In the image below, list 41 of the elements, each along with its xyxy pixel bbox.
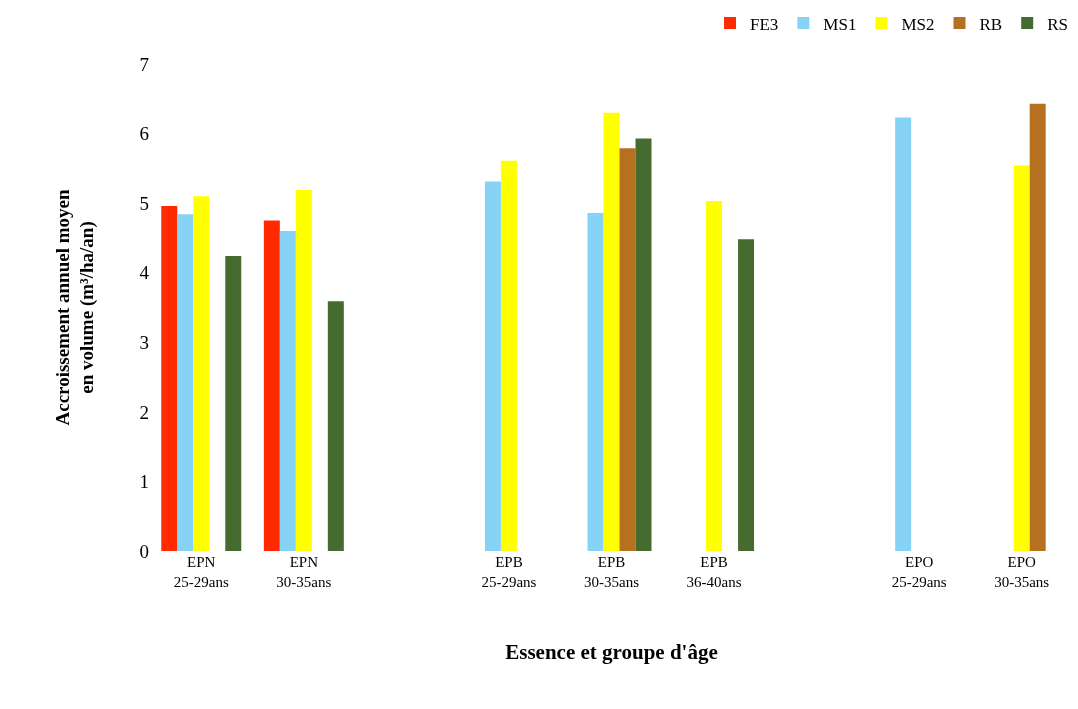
bar <box>327 301 344 551</box>
x-tick-label: EPB 30-35ans <box>584 554 640 590</box>
bar <box>619 148 636 551</box>
x-tick-label: EPO 25-29ans <box>891 554 947 590</box>
x-tick-label: EPN 25-29ans <box>173 554 229 590</box>
bar <box>587 212 604 551</box>
x-tick-label: EPB 25-29ans <box>481 554 537 590</box>
legend-label: FE3 <box>750 14 779 34</box>
y-tick-label: 4 <box>139 262 150 284</box>
legend-label: RS <box>1047 14 1068 34</box>
y-tick-label: 3 <box>139 331 149 353</box>
bar <box>225 256 242 551</box>
bar <box>603 112 620 551</box>
bar <box>295 189 312 551</box>
bar <box>500 160 517 551</box>
bar <box>484 181 501 551</box>
bar <box>161 205 178 551</box>
x-tick-label: EPO 30-35ans <box>994 554 1050 590</box>
bar <box>279 230 296 551</box>
x-tick-label: EPN 30-35ans <box>276 554 332 590</box>
bar <box>193 196 210 551</box>
y-tick-label: 1 <box>139 471 149 493</box>
y-tick-label: 6 <box>139 123 149 145</box>
bar <box>895 117 912 551</box>
x-tick-label: EPB 36-40ans <box>686 554 742 590</box>
legend-label: MS1 <box>823 14 857 34</box>
y-tick-label: 5 <box>139 192 149 214</box>
x-axis-title: Essence et groupe d'âge <box>505 639 718 664</box>
bar <box>1013 165 1030 551</box>
bar <box>738 239 755 551</box>
y-tick-label: 7 <box>139 53 149 75</box>
bar <box>706 201 723 551</box>
y-tick-label: 2 <box>139 401 149 423</box>
y-tick-label: 0 <box>139 540 149 562</box>
legend-label: RB <box>979 14 1003 34</box>
bar <box>1029 103 1046 551</box>
legend-label: MS2 <box>901 14 935 34</box>
y-axis-title: Accroissement annuel moyen en volume (m³/ha/an) <box>51 189 99 426</box>
bar <box>263 220 280 551</box>
bar <box>177 214 194 551</box>
bar <box>635 138 652 551</box>
